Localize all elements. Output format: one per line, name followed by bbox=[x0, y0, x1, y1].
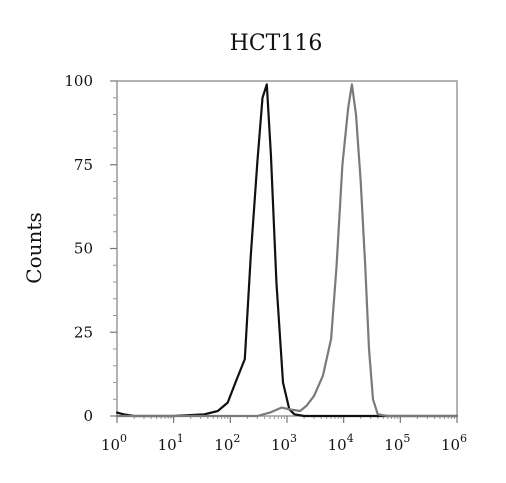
histogram-series-1 bbox=[115, 83, 459, 418]
x-tick-label-exponent: 6 bbox=[460, 432, 467, 445]
x-tick-label-exponent: 3 bbox=[290, 432, 297, 445]
x-tick-label-base: 10 bbox=[158, 436, 177, 454]
x-tick-label-base: 10 bbox=[214, 436, 233, 454]
x-tick-label-base: 10 bbox=[441, 436, 460, 454]
chart-title: HCT116 bbox=[230, 31, 323, 56]
x-tick-label: 104 bbox=[328, 432, 354, 454]
y-tick-label: 0 bbox=[83, 407, 93, 425]
series-layer bbox=[115, 83, 459, 418]
x-tick-label-exponent: 5 bbox=[403, 432, 410, 445]
x-tick-label: 101 bbox=[158, 432, 184, 454]
x-tick-label: 103 bbox=[271, 432, 297, 454]
x-tick-label-exponent: 1 bbox=[177, 432, 184, 445]
x-tick-label-base: 10 bbox=[384, 436, 403, 454]
x-tick-label-exponent: 0 bbox=[120, 432, 127, 445]
x-tick-label-exponent: 4 bbox=[347, 432, 354, 445]
y-tick-label: 75 bbox=[74, 156, 93, 174]
x-tick-label: 106 bbox=[441, 432, 467, 454]
y-tick-label: 50 bbox=[74, 240, 93, 258]
x-tick-label: 100 bbox=[101, 432, 127, 454]
y-tick-label: 25 bbox=[74, 323, 93, 341]
plot-frame bbox=[116, 80, 458, 417]
x-tick-label-base: 10 bbox=[101, 436, 120, 454]
y-axis-label: Counts bbox=[22, 212, 46, 283]
x-tick-label-base: 10 bbox=[271, 436, 290, 454]
x-tick-label-base: 10 bbox=[328, 436, 347, 454]
x-tick-label: 102 bbox=[214, 432, 240, 454]
y-tick-label: 100 bbox=[64, 72, 93, 90]
histogram-series-2 bbox=[115, 83, 459, 418]
x-tick-label-exponent: 2 bbox=[233, 432, 240, 445]
x-tick-label: 105 bbox=[384, 432, 410, 454]
